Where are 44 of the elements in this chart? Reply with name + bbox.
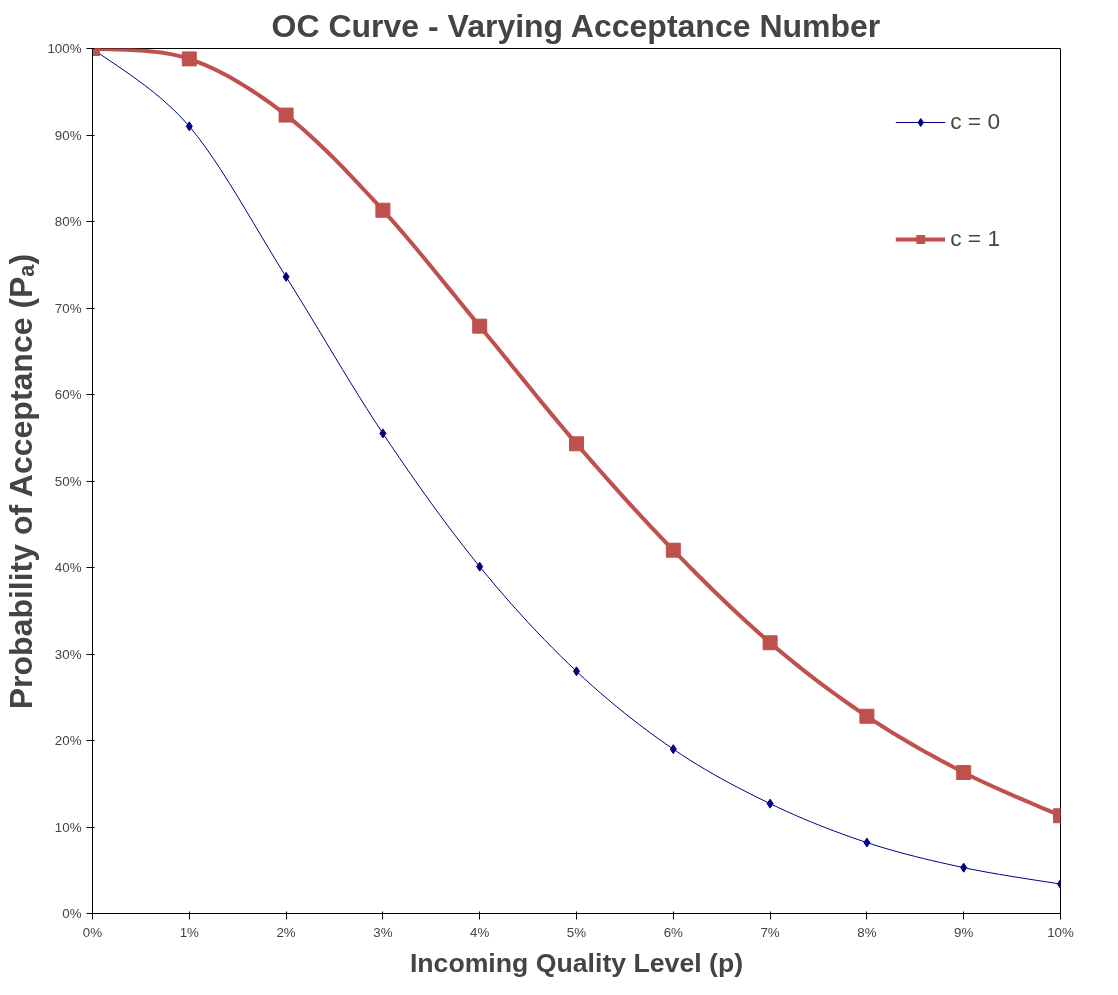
point [476,561,484,572]
point [859,708,875,724]
point [569,436,584,452]
y-tick-label: 80% [54,214,82,229]
point [185,121,193,132]
x-tick-label: 2% [276,924,296,940]
x-tick-label: 9% [954,924,974,940]
y-tick-label: 50% [54,473,82,489]
y-axis-title: Probability of Acceptance (Pₐ) [3,253,40,710]
point [375,202,391,218]
point [956,765,972,781]
point [379,428,387,439]
point [278,107,294,123]
y-tick-label: 30% [54,646,82,662]
point [181,51,197,67]
x-tick-label: 7% [760,924,780,940]
x-tick-label: 0% [82,924,103,940]
x-axis-title: Incoming Quality Level (p) [409,947,744,978]
x-tick-label: 1% [179,924,200,940]
x-tick-label: 10% [1047,924,1074,940]
point [863,837,871,848]
chart-title: OC Curve - Varying Acceptance Number [271,7,881,44]
y-tick-label: 10% [54,819,82,835]
point [766,798,774,809]
point [665,542,681,558]
x-tick-label: 4% [470,924,490,940]
x-tick-label: 6% [663,924,684,940]
y-tick-label: 70% [54,300,82,316]
y-tick-label: 100% [47,41,82,56]
point [472,318,488,334]
point [762,635,778,651]
point [960,862,968,873]
legend-label: c = 0 [950,108,1000,135]
x-tick-label: 5% [566,924,587,940]
y-tick-label: 60% [54,387,82,402]
x-tick-label: 3% [373,924,393,940]
y-tick-label: 0% [62,906,82,921]
point [282,271,290,282]
y-tick-label: 20% [54,733,82,748]
x-tick-label: 8% [857,924,877,940]
legend-label: c = 1 [950,225,1000,252]
y-tick-label: 90% [54,127,82,143]
y-tick-label: 40% [54,560,82,575]
point [669,744,677,755]
